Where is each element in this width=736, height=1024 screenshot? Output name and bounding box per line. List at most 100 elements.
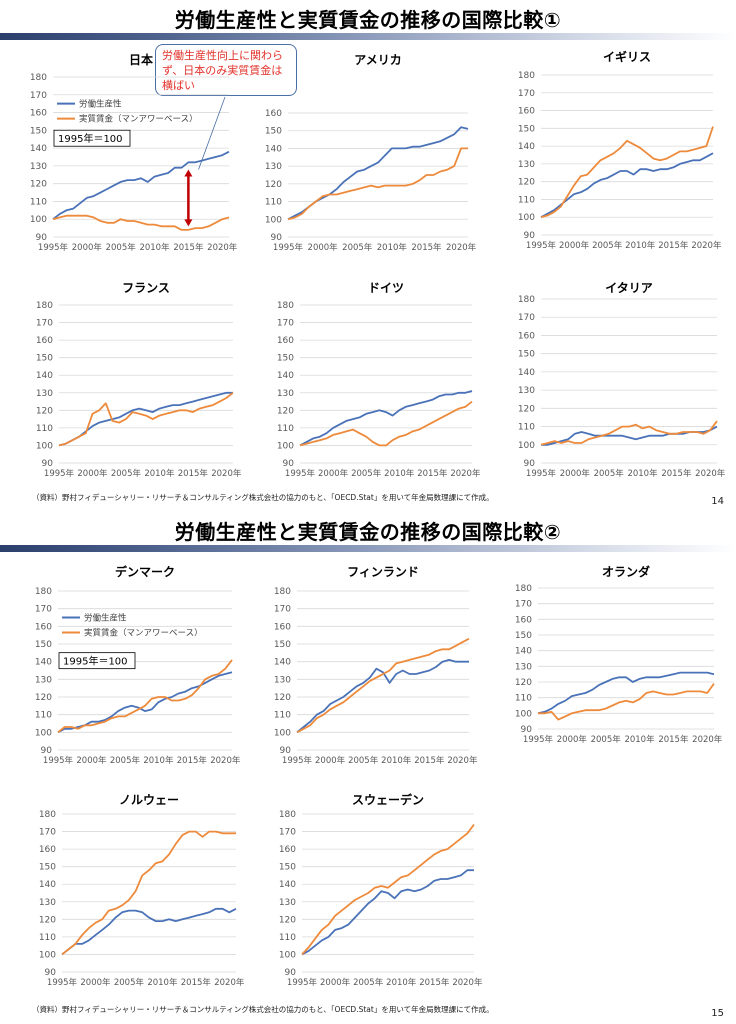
- y-tick-label: 130: [279, 898, 296, 908]
- chart-title: フランス: [122, 281, 170, 295]
- chart-title: フィンランド: [347, 565, 419, 579]
- chart-title: アメリカ: [354, 53, 401, 67]
- x-tick-label: 1995年: [523, 734, 554, 745]
- y-tick-label: 180: [39, 810, 56, 820]
- x-tick-label: 2000年: [320, 977, 351, 988]
- x-tick-label: 2010年: [381, 755, 412, 766]
- y-tick-label: 110: [265, 198, 282, 208]
- y-tick-label: 120: [35, 693, 52, 703]
- page-number: 14: [711, 496, 724, 507]
- series-line-wage: [301, 823, 475, 956]
- x-tick-label: 2000年: [318, 468, 349, 479]
- y-tick-label: 140: [274, 658, 291, 668]
- base-year-label: 1995年＝100: [58, 132, 123, 145]
- base-year-label: 1995年＝100: [63, 655, 128, 668]
- y-tick-label: 120: [279, 915, 296, 925]
- series-line-productivity: [537, 671, 715, 715]
- y-tick-label: 130: [265, 162, 282, 172]
- x-tick-label: 2000年: [559, 240, 590, 251]
- y-tick-label: 140: [277, 371, 294, 381]
- series-line-wage: [61, 830, 236, 956]
- y-tick-label: 120: [274, 693, 291, 703]
- chart-finland: フィンランド 90 100 110 120 130 140 150 160 170 180 1995年…: [274, 565, 478, 766]
- x-tick-label: 2015年: [414, 755, 445, 766]
- x-tick-label: 2020年: [692, 734, 723, 745]
- base-year-box: [53, 129, 131, 147]
- x-tick-label: 2005年: [111, 468, 142, 479]
- y-tick-label: 150: [39, 863, 56, 873]
- x-tick-label: 2015年: [661, 468, 692, 479]
- slide-title: 労働生産性と実質賃金の推移の国際比較②: [174, 520, 562, 544]
- y-tick-label: 110: [36, 424, 53, 434]
- y-tick-label: 110: [30, 197, 47, 207]
- x-tick-label: 1995年: [273, 242, 304, 253]
- x-tick-label: 2005年: [591, 734, 622, 745]
- x-tick-label: 2005年: [594, 468, 625, 479]
- y-tick-label: 120: [36, 406, 53, 416]
- x-tick-label: 2005年: [342, 242, 373, 253]
- x-tick-label: 2000年: [308, 242, 339, 253]
- chart-sweden: スウェーデン 90 100 110 120 130 140 150 160 170 180 1995年…: [279, 792, 483, 988]
- y-tick-label: 160: [36, 336, 53, 346]
- x-tick-label: 2015年: [419, 977, 450, 988]
- title-bar: [0, 33, 736, 40]
- y-tick-label: 90: [36, 233, 48, 243]
- x-tick-label: 1995年: [526, 240, 557, 251]
- y-tick-label: 140: [279, 880, 296, 890]
- y-tick-label: 170: [518, 313, 535, 323]
- x-tick-label: 1995年: [282, 755, 313, 766]
- y-tick-label: 120: [277, 406, 294, 416]
- x-tick-label: 2020年: [207, 242, 238, 253]
- y-tick-label: 90: [524, 459, 536, 469]
- y-tick-label: 160: [39, 845, 56, 855]
- y-tick-label: 90: [524, 231, 536, 241]
- x-tick-label: 2015年: [181, 977, 212, 988]
- x-tick-label: 2005年: [114, 977, 145, 988]
- x-tick-label: 2005年: [353, 977, 384, 988]
- x-tick-label: 2000年: [80, 977, 111, 988]
- gap-arrow-head-up: [184, 169, 193, 177]
- series-line-productivity: [58, 391, 233, 447]
- x-tick-label: 1995年: [38, 242, 69, 253]
- x-tick-label: 1995年: [287, 977, 318, 988]
- x-tick-label: 2020年: [452, 977, 483, 988]
- y-tick-label: 130: [36, 389, 53, 399]
- series-line-productivity: [52, 150, 230, 220]
- y-tick-label: 110: [277, 424, 294, 434]
- y-tick-label: 120: [515, 678, 532, 688]
- y-tick-label: 150: [35, 640, 52, 650]
- y-tick-label: 170: [515, 600, 532, 610]
- y-tick-label: 100: [274, 728, 291, 738]
- page-number: 15: [711, 1008, 724, 1019]
- y-tick-label: 160: [265, 109, 282, 119]
- y-tick-label: 100: [518, 213, 535, 223]
- y-tick-label: 110: [279, 933, 296, 943]
- y-tick-label: 100: [39, 950, 56, 960]
- y-tick-label: 90: [280, 746, 292, 756]
- chart-title: ノルウェー: [119, 793, 179, 807]
- y-tick-label: 130: [515, 662, 532, 672]
- y-tick-label: 180: [518, 71, 535, 81]
- y-tick-label: 100: [30, 215, 47, 225]
- y-tick-label: 120: [518, 178, 535, 188]
- y-tick-label: 160: [518, 107, 535, 117]
- y-tick-label: 100: [515, 709, 532, 719]
- x-tick-label: 2010年: [624, 734, 655, 745]
- x-tick-label: 2020年: [450, 468, 481, 479]
- series-line-wage: [287, 147, 468, 221]
- y-tick-label: 180: [36, 301, 53, 311]
- x-tick-label: 1995年: [47, 977, 78, 988]
- y-tick-label: 90: [521, 725, 533, 735]
- y-tick-label: 170: [279, 828, 296, 838]
- legend-label: 労働生産性: [79, 99, 122, 110]
- x-tick-label: 2015年: [658, 734, 689, 745]
- x-tick-label: 2000年: [315, 755, 346, 766]
- x-tick-label: 1995年: [285, 468, 316, 479]
- series-line-wage: [52, 214, 230, 231]
- x-tick-label: 2005年: [351, 468, 382, 479]
- y-tick-label: 90: [271, 233, 283, 243]
- y-tick-label: 90: [285, 968, 297, 978]
- y-tick-label: 180: [515, 584, 532, 594]
- y-tick-label: 130: [277, 389, 294, 399]
